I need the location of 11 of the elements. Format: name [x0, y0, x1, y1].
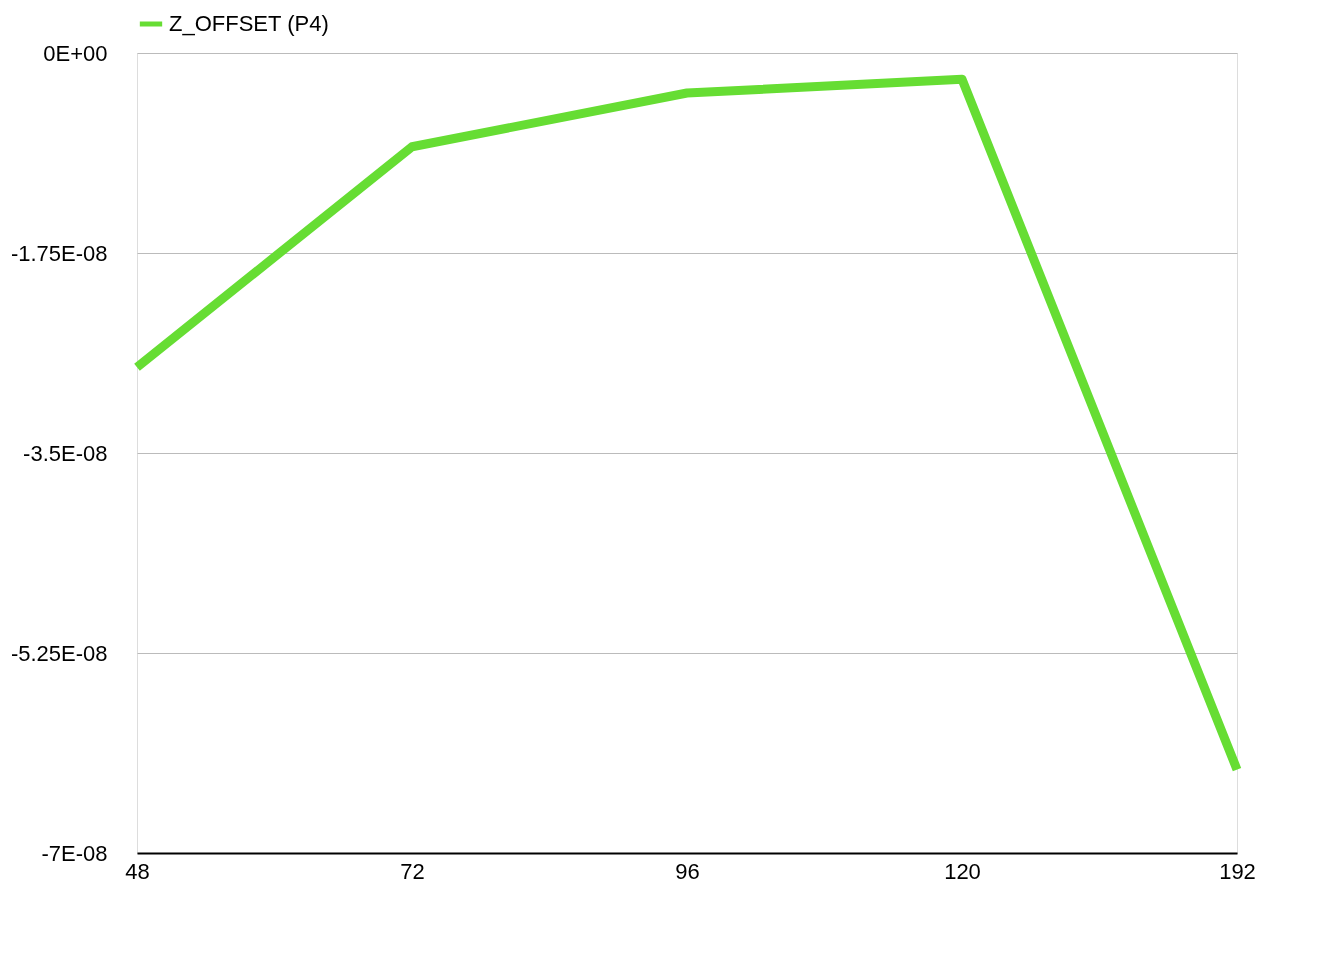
y-tick-label: 0E+00 — [43, 40, 108, 66]
x-tick-label: 120 — [944, 858, 981, 884]
legend-label: Z_OFFSET (P4) — [169, 11, 329, 36]
x-tick-label: 48 — [125, 858, 150, 884]
y-tick-label: -5.25E-08 — [10, 640, 108, 666]
y-tick-label: -3.5E-08 — [23, 440, 108, 466]
y-tick-label: -7E-08 — [41, 840, 108, 866]
x-tick-label: 72 — [400, 858, 425, 884]
x-tick-label: 96 — [675, 858, 700, 884]
x-tick-label: 192 — [1219, 858, 1256, 884]
y-tick-label: -1.75E-08 — [10, 240, 108, 266]
